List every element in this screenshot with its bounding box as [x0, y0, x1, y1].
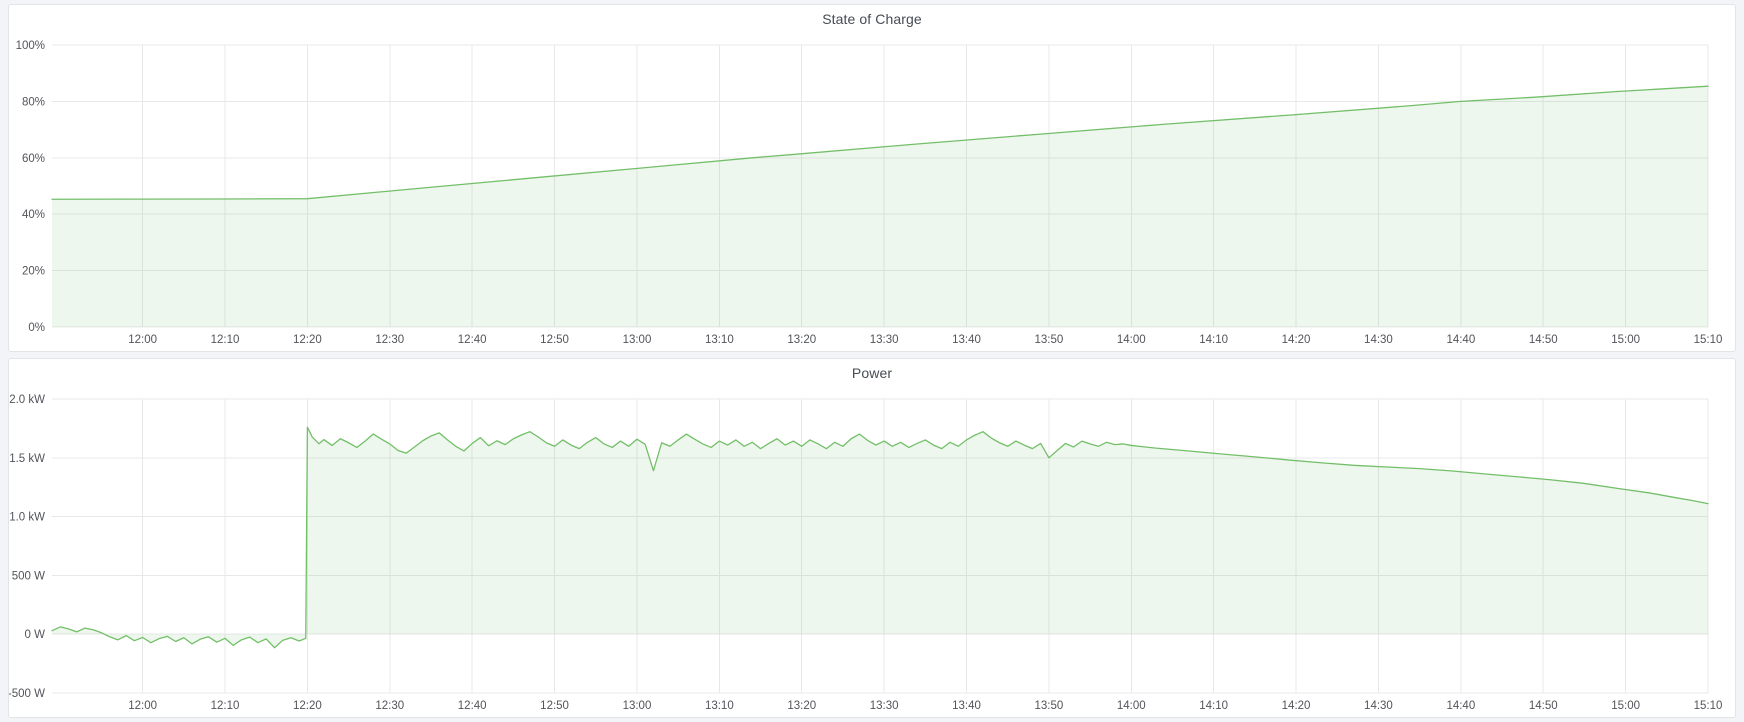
soc-xtick-label: 14:00 [1117, 334, 1146, 346]
power-xtick-label: 13:10 [705, 700, 734, 712]
panel-header-power: Power [9, 359, 1735, 387]
power-xtick-label: 13:00 [623, 700, 652, 712]
power-xtick-label: 12:50 [540, 700, 569, 712]
state-of-charge-chart[interactable]: 0% 20% 40% 60% 80% 100% 12:00 12:10 12:20 12:30 12… [9, 33, 1735, 351]
panel-header-state-of-charge: State of Charge [9, 5, 1735, 33]
power-ytick-label: -500 W [9, 688, 45, 700]
power-xtick-label: 13:50 [1035, 700, 1064, 712]
power-ytick-label: 2.0 kW [9, 394, 45, 406]
power-xtick-label: 14:20 [1282, 700, 1311, 712]
power-ytick-label: 0 W [25, 629, 46, 641]
soc-ytick-label: 80% [22, 96, 45, 108]
power-xtick-label: 12:10 [211, 700, 240, 712]
power-xtick-label: 13:20 [787, 700, 816, 712]
power-ytick-label: 1.5 kW [9, 453, 45, 465]
soc-xtick-label: 12:50 [540, 334, 569, 346]
soc-ytick-label: 40% [22, 209, 45, 221]
soc-xtick-label: 14:20 [1282, 334, 1311, 346]
soc-xtick-label: 12:00 [128, 334, 157, 346]
soc-xtick-label: 14:10 [1199, 334, 1228, 346]
power-xtick-label: 12:30 [375, 700, 404, 712]
soc-ytick-label: 20% [22, 266, 45, 278]
soc-xtick-label: 13:40 [952, 334, 981, 346]
soc-xtick-label: 15:10 [1694, 334, 1723, 346]
power-xtick-label: 14:50 [1529, 700, 1558, 712]
power-series-line [51, 426, 1709, 649]
panel-state-of-charge: State of Charge 0% 20% 40% 60% 80% 100% 12:00 1… [8, 4, 1736, 352]
soc-xtick-label: 15:00 [1611, 334, 1640, 346]
power-xtick-label: 15:00 [1611, 700, 1640, 712]
soc-xtick-label: 14:40 [1446, 334, 1475, 346]
power-series-area [52, 427, 1708, 648]
soc-series-line [51, 85, 1709, 200]
panel-title-power[interactable]: Power [851, 365, 893, 381]
power-ytick-label: 500 W [12, 570, 45, 582]
power-xtick-label: 14:40 [1446, 700, 1475, 712]
power-xtick-label: 13:40 [952, 700, 981, 712]
power-ytick-label: 1.0 kW [9, 512, 45, 524]
soc-ytick-label: 60% [22, 153, 45, 165]
soc-xtick-label: 13:00 [623, 334, 652, 346]
power-xtick-label: 12:20 [293, 700, 322, 712]
panel-power: Power -500 W 0 W 500 W 1.0 kW 1.5 kW 2.0 kW 12… [8, 358, 1736, 718]
power-xtick-label: 12:00 [128, 700, 157, 712]
soc-ytick-label: 100% [16, 40, 45, 52]
power-plot[interactable]: -500 W 0 W 500 W 1.0 kW 1.5 kW 2.0 kW 12:00 12:… [9, 387, 1735, 717]
soc-series-area [52, 86, 1708, 327]
power-xtick-label: 13:30 [870, 700, 899, 712]
power-xtick-label: 12:40 [458, 700, 487, 712]
soc-xtick-label: 12:20 [293, 334, 322, 346]
soc-plot[interactable]: 0% 20% 40% 60% 80% 100% 12:00 12:10 12:20 12:30 12… [9, 33, 1735, 351]
soc-xtick-label: 12:30 [375, 334, 404, 346]
panel-title-state-of-charge[interactable]: State of Charge [822, 11, 922, 27]
soc-xtick-label: 14:30 [1364, 334, 1393, 346]
soc-ytick-label: 0% [28, 322, 45, 334]
soc-xtick-label: 14:50 [1529, 334, 1558, 346]
soc-xtick-label: 12:10 [211, 334, 240, 346]
power-xtick-label: 15:10 [1694, 700, 1723, 712]
power-xtick-label: 14:00 [1117, 700, 1146, 712]
power-xtick-label: 14:30 [1364, 700, 1393, 712]
soc-xtick-label: 13:20 [787, 334, 816, 346]
power-xtick-label: 14:10 [1199, 700, 1228, 712]
soc-xtick-label: 12:40 [458, 334, 487, 346]
soc-xtick-label: 13:50 [1035, 334, 1064, 346]
power-chart[interactable]: -500 W 0 W 500 W 1.0 kW 1.5 kW 2.0 kW 12:00 12:… [9, 387, 1735, 717]
soc-xtick-label: 13:30 [870, 334, 899, 346]
soc-xtick-label: 13:10 [705, 334, 734, 346]
